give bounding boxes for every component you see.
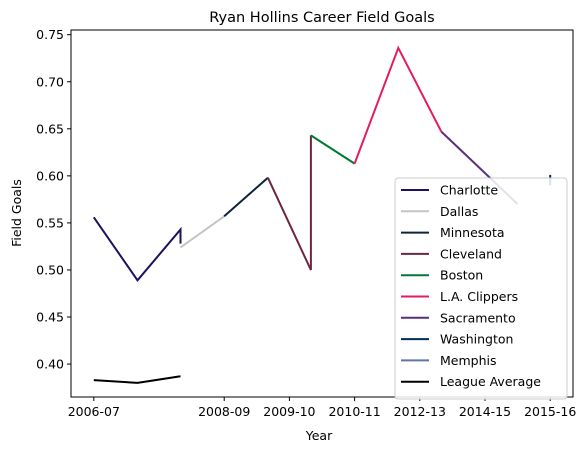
legend: Charlotte Dallas Minnesota Cleveland Boston L…	[394, 177, 568, 400]
chart-title: Ryan Hollins Career Field Goals	[209, 10, 434, 26]
y-axis: 0.40 0.45 0.50 0.55 0.60 0.65 0.70 0.75	[36, 27, 71, 372]
y-axis-label: Field Goals	[9, 179, 24, 247]
series-line-2	[223, 176, 269, 218]
y-tick-label: 0.55	[36, 215, 64, 230]
y-tick-label: 0.50	[36, 262, 64, 277]
legend-label: L.A. Clippers	[440, 289, 518, 304]
x-axis-label: Year	[305, 428, 333, 443]
x-tick-label: 2010-11	[328, 404, 380, 419]
legend-box	[394, 177, 568, 400]
plot-frame	[70, 29, 574, 398]
legend-label: Charlotte	[440, 183, 498, 198]
x-tick-label: 2006-07	[68, 404, 120, 419]
legend-label: Cleveland	[440, 246, 502, 261]
y-tick-label: 0.70	[36, 74, 64, 89]
legend-label: Washington	[440, 332, 513, 347]
y-tick-label: 0.75	[36, 27, 64, 42]
y-tick-label: 0.60	[36, 168, 64, 183]
legend-label: Memphis	[440, 353, 497, 368]
y-tick-label: 0.40	[36, 357, 64, 372]
series-line-1	[179, 215, 225, 249]
legend-label: Boston	[440, 268, 483, 283]
series-line-4	[310, 134, 356, 165]
series-line-5	[353, 45, 443, 164]
series-line-0	[92, 216, 182, 282]
y-tick-label: 0.45	[36, 310, 64, 325]
legend-label: Sacramento	[440, 310, 516, 325]
x-tick-label: 2014-15	[459, 404, 511, 419]
x-tick-label: 2008-09	[198, 404, 250, 419]
plot-lines	[92, 45, 552, 384]
series-line-9	[93, 375, 181, 384]
x-tick-label: 2012-13	[394, 404, 446, 419]
x-tick-label: 2015-16	[524, 404, 576, 419]
x-tick-label: 2009-10	[263, 404, 315, 419]
legend-label: League Average	[440, 374, 541, 389]
y-tick-label: 0.65	[36, 121, 64, 136]
series-line-3	[266, 135, 312, 271]
x-axis: 2006-07 2008-09 2009-10 2010-11 2012-13 2014-…	[68, 397, 576, 419]
legend-label: Minnesota	[440, 225, 505, 240]
legend-label: Dallas	[440, 204, 478, 219]
